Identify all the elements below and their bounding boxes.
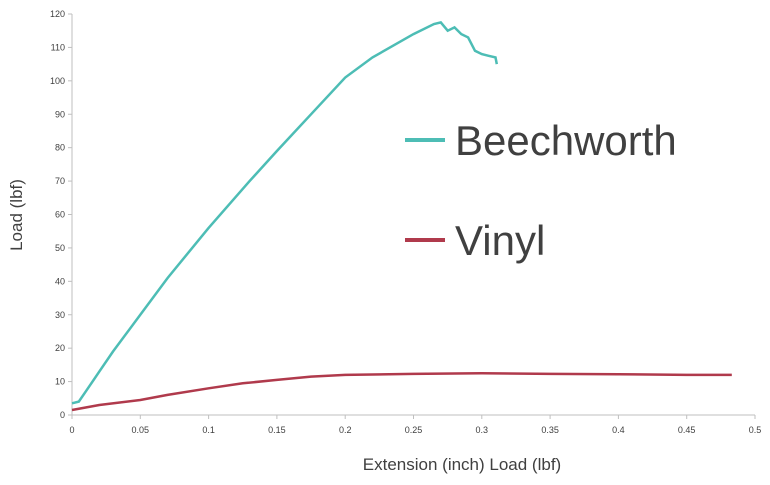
y-tick-label: 30	[55, 310, 65, 320]
x-tick-label: 0.3	[476, 425, 489, 435]
x-tick-label: 0.15	[268, 425, 286, 435]
y-tick-label: 110	[51, 42, 65, 52]
x-tick-label: 0.4	[612, 425, 625, 435]
y-axis-label: Load (lbf)	[7, 179, 26, 251]
x-tick-label: 0.35	[541, 425, 559, 435]
y-tick-label: 90	[55, 109, 65, 119]
x-tick-label: 0.1	[202, 425, 215, 435]
line-series	[71, 21, 499, 405]
legend-label: Beechworth	[455, 117, 677, 164]
y-tick-label: 80	[55, 143, 65, 153]
y-tick-label: 40	[55, 276, 65, 286]
x-tick-label: 0.45	[678, 425, 696, 435]
y-tick-label: 60	[55, 210, 65, 220]
x-tick-label: 0	[69, 425, 74, 435]
x-tick-label: 0.5	[749, 425, 762, 435]
legend-label: Vinyl	[455, 217, 545, 264]
x-tick-label: 0.2	[339, 425, 352, 435]
x-tick-label: 0.25	[405, 425, 423, 435]
x-axis-label: Extension (inch) Load (lbf)	[363, 455, 561, 474]
x-tick-label: 0.05	[132, 425, 150, 435]
y-tick-label: 20	[55, 343, 65, 353]
y-tick-label: 10	[55, 377, 65, 387]
y-tick-label: 50	[55, 243, 65, 253]
line-series	[71, 371, 732, 412]
y-tick-label: 70	[55, 176, 65, 186]
y-tick-label: 0	[60, 410, 65, 420]
y-tick-label: 100	[50, 76, 65, 86]
y-tick-label: 120	[50, 9, 65, 19]
